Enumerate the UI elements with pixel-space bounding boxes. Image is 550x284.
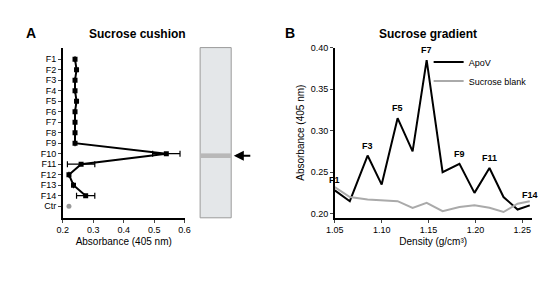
svg-text:F11: F11 xyxy=(482,153,497,163)
svg-text:F13: F13 xyxy=(41,180,57,190)
svg-text:0.3: 0.3 xyxy=(87,225,100,235)
svg-text:F14: F14 xyxy=(522,190,538,200)
svg-text:F9: F9 xyxy=(454,149,465,159)
svg-text:F10: F10 xyxy=(41,149,57,159)
svg-text:F5: F5 xyxy=(46,96,57,106)
svg-text:0.25: 0.25 xyxy=(311,167,329,177)
svg-text:F4: F4 xyxy=(46,86,57,96)
svg-text:0.20: 0.20 xyxy=(311,209,329,219)
svg-text:Sucrose cushion: Sucrose cushion xyxy=(89,27,186,41)
svg-text:1.10: 1.10 xyxy=(373,225,391,235)
svg-text:0.40: 0.40 xyxy=(311,43,329,53)
svg-text:0.6: 0.6 xyxy=(178,225,191,235)
svg-text:F7: F7 xyxy=(421,45,432,55)
svg-text:Absorbance (405 nm): Absorbance (405 nm) xyxy=(76,236,172,247)
svg-text:F1: F1 xyxy=(46,54,57,64)
svg-text:0.2: 0.2 xyxy=(57,225,70,235)
svg-text:A: A xyxy=(26,25,36,41)
svg-text:ApoV: ApoV xyxy=(469,58,491,68)
svg-text:0.30: 0.30 xyxy=(311,126,329,136)
svg-text:B: B xyxy=(285,25,295,41)
svg-text:Ctr: Ctr xyxy=(44,201,56,211)
svg-text:Absorbance (405 nm): Absorbance (405 nm) xyxy=(295,85,306,181)
svg-text:F11: F11 xyxy=(41,159,56,169)
svg-text:Density (g/cm³): Density (g/cm³) xyxy=(399,236,467,247)
svg-text:1.20: 1.20 xyxy=(467,225,485,235)
svg-text:F8: F8 xyxy=(46,128,57,138)
svg-text:F2: F2 xyxy=(46,65,57,75)
svg-text:0.35: 0.35 xyxy=(311,84,329,94)
svg-text:1.25: 1.25 xyxy=(514,225,532,235)
svg-text:F14: F14 xyxy=(41,191,57,201)
svg-text:F9: F9 xyxy=(46,138,57,148)
svg-text:0.5: 0.5 xyxy=(148,225,161,235)
svg-text:F12: F12 xyxy=(41,170,57,180)
svg-text:0.4: 0.4 xyxy=(117,225,130,235)
svg-text:F7: F7 xyxy=(46,117,57,127)
svg-text:F6: F6 xyxy=(46,107,57,117)
svg-text:Sucrose gradient: Sucrose gradient xyxy=(379,27,477,41)
svg-text:Sucrose blank: Sucrose blank xyxy=(469,77,527,87)
svg-text:1.05: 1.05 xyxy=(326,225,344,235)
svg-text:1.15: 1.15 xyxy=(420,225,438,235)
svg-text:F1: F1 xyxy=(329,175,340,185)
svg-text:F3: F3 xyxy=(46,75,57,85)
svg-text:F5: F5 xyxy=(392,103,403,113)
svg-text:F3: F3 xyxy=(362,141,373,151)
